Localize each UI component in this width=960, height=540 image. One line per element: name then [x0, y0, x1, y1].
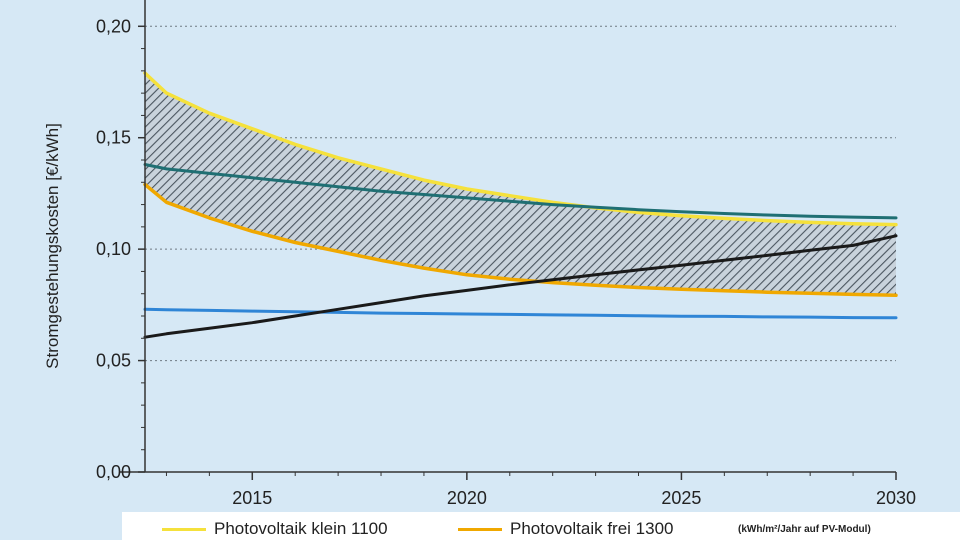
- y-tick-label-2: 0,10: [96, 239, 131, 259]
- series-pv-frei-line: [143, 182, 898, 298]
- series-lines: [143, 71, 898, 339]
- series-pv-klein-line: [143, 71, 898, 227]
- x-tick-label-1: 2020: [447, 488, 487, 508]
- legend-note: (kWh/m²/Jahr auf PV-Modul): [738, 518, 871, 540]
- x-tick-label-0: 2015: [232, 488, 272, 508]
- y-tick-label-1: 0,05: [96, 351, 131, 371]
- legend-swatch-pv-klein: [162, 527, 206, 531]
- legend-item-pv-klein: Photovoltaik klein 1100: [162, 518, 388, 540]
- series-teal-line: [143, 163, 898, 220]
- y-tick-label-0: 0,00: [96, 462, 131, 482]
- legend: Photovoltaik klein 1100 Photovoltaik fre…: [122, 512, 960, 540]
- x-tick-label-3: 2030: [876, 488, 916, 508]
- y-tick-label-4: 0,20: [96, 16, 131, 36]
- y-ticks: 0,00 0,05 0,10 0,15 0,20: [96, 16, 145, 482]
- legend-item-pv-frei: Photovoltaik frei 1300: [458, 518, 674, 540]
- legend-label-pv-frei: Photovoltaik frei 1300: [510, 519, 674, 538]
- legend-label-pv-klein: Photovoltaik klein 1100: [214, 519, 388, 538]
- y-tick-label-3: 0,15: [96, 128, 131, 148]
- legend-swatch-pv-frei: [458, 527, 502, 531]
- legend-note-text: (kWh/m²/Jahr auf PV-Modul): [738, 523, 871, 535]
- x-ticks: 2015 2020 2025 2030: [165, 472, 916, 508]
- series-black-line: [143, 234, 898, 339]
- hatched-band: [145, 73, 896, 296]
- x-tick-label-2: 2025: [661, 488, 701, 508]
- y-axis-label: Stromgestehungskosten [€/kWh]: [43, 123, 62, 369]
- series-blue-line: [143, 307, 898, 320]
